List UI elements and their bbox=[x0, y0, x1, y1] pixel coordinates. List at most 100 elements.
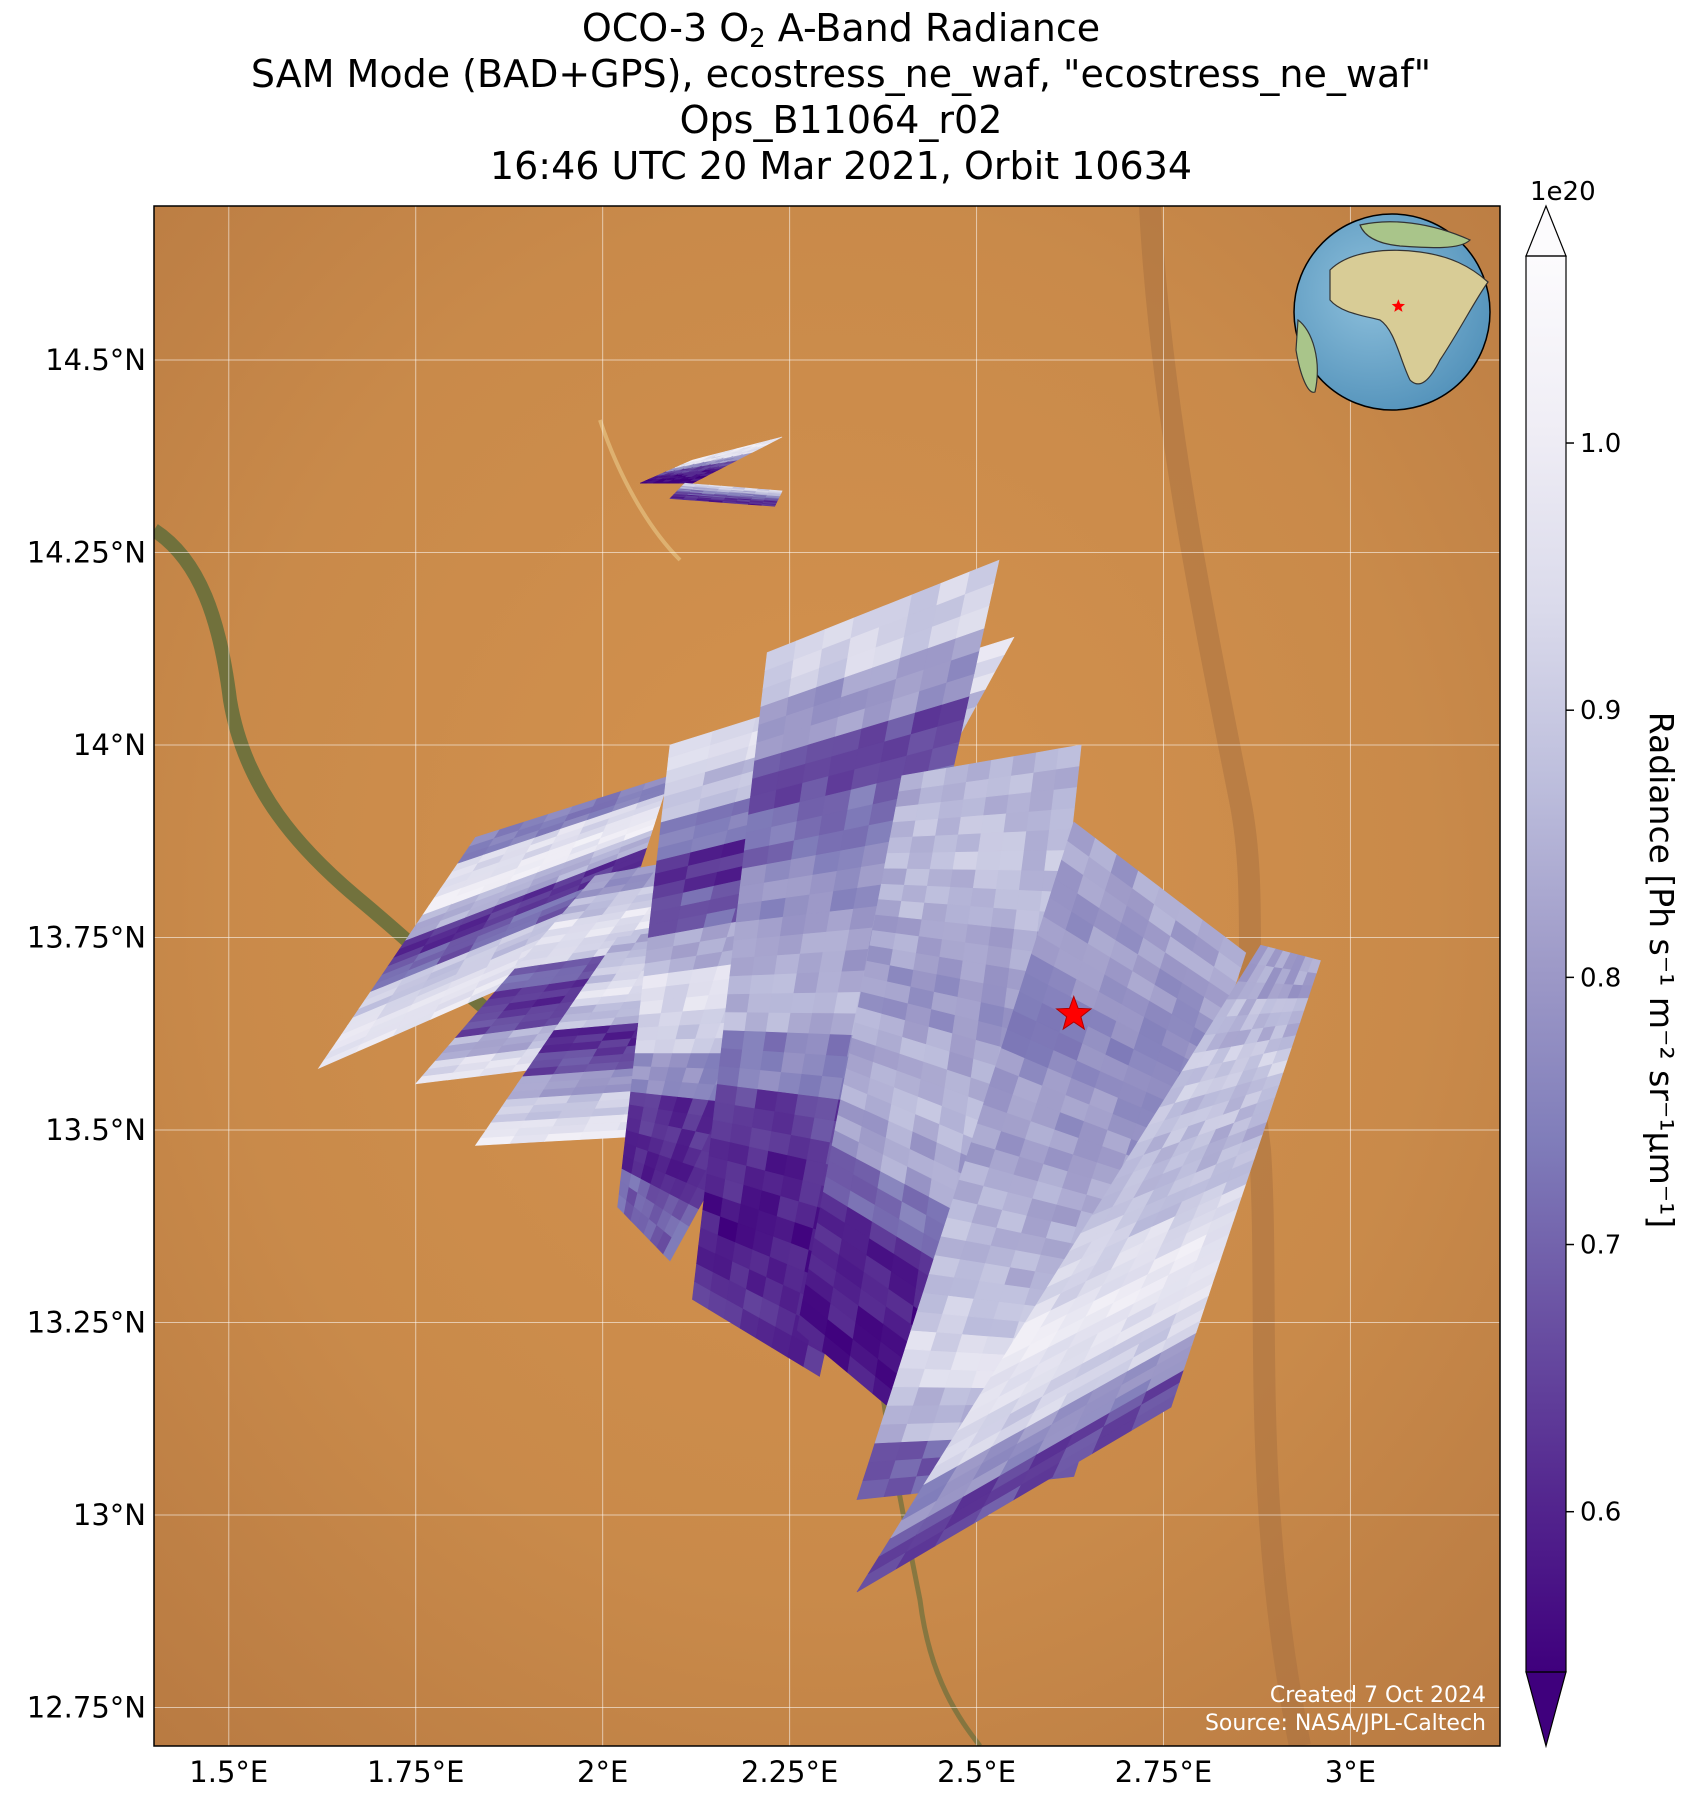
swath-cell bbox=[636, 1025, 660, 1041]
globe-africa bbox=[1329, 249, 1489, 385]
swath-cell bbox=[1028, 789, 1055, 812]
swath-cell bbox=[1018, 869, 1045, 892]
swath-cell bbox=[869, 929, 897, 950]
colorbar-label: Radiance [Ph s⁻¹ m⁻² sr⁻¹µm⁻¹] bbox=[1642, 712, 1681, 1228]
swath-cell bbox=[723, 1011, 748, 1032]
swath-cell bbox=[754, 1088, 779, 1112]
swath-cell bbox=[760, 1050, 785, 1073]
swath-cell bbox=[952, 850, 979, 870]
swath-cell bbox=[725, 993, 751, 1013]
swath-cell bbox=[819, 949, 847, 973]
colorbar-gradient bbox=[1526, 256, 1566, 1672]
swath-cell bbox=[729, 956, 756, 977]
swath-cell bbox=[751, 954, 778, 976]
swath-cell bbox=[808, 1012, 835, 1035]
swath-cell bbox=[912, 818, 939, 837]
swath-cell bbox=[631, 1065, 652, 1081]
credit-created: Created 7 Oct 2024 bbox=[1270, 1683, 1486, 1708]
swath-cell bbox=[790, 992, 817, 1014]
swath-cell bbox=[889, 819, 917, 838]
swath-cell bbox=[733, 919, 760, 941]
lon-tick-label: 2.75°E bbox=[1115, 1755, 1212, 1789]
river-valley-east bbox=[1139, 206, 1311, 1746]
swath-cell bbox=[801, 1053, 827, 1077]
lat-tick-label: 14.25°N bbox=[27, 536, 146, 570]
swath-cell bbox=[1051, 786, 1078, 810]
swath-cell bbox=[964, 559, 1000, 595]
swath-cell bbox=[833, 991, 861, 1014]
map-panel[interactable]: 1.5°E 1.75°E 2°E 2.25°E 2.5°E 2.75°E 3°E 14.5°… bbox=[27, 205, 1501, 1789]
swath-cell bbox=[756, 916, 784, 939]
swath-cell bbox=[628, 1091, 647, 1107]
swath-cell bbox=[716, 1065, 741, 1087]
swath-cell bbox=[1021, 849, 1048, 871]
swath-cell bbox=[990, 907, 1018, 930]
swath-cell bbox=[803, 910, 831, 934]
globe-south-america bbox=[1295, 318, 1318, 393]
swath-cell bbox=[812, 991, 839, 1014]
swath-cell bbox=[787, 1012, 813, 1034]
swath-cell bbox=[774, 953, 801, 975]
swath-cell bbox=[637, 1012, 662, 1028]
swath-cell bbox=[985, 944, 1013, 969]
swath-cell bbox=[769, 489, 783, 493]
swath-cell bbox=[915, 801, 942, 821]
swath-cell bbox=[627, 1103, 645, 1121]
swath-cell bbox=[794, 1093, 819, 1118]
swath-cell bbox=[993, 888, 1020, 910]
swath-cell bbox=[739, 1048, 764, 1071]
swath-cell bbox=[980, 812, 1007, 834]
swath-cell bbox=[995, 869, 1023, 891]
swath-cell bbox=[766, 436, 783, 443]
swath-cell bbox=[774, 1091, 799, 1115]
lon-tick-label: 2.5°E bbox=[937, 1755, 1016, 1789]
swath-cell bbox=[771, 972, 798, 994]
swath-cell bbox=[634, 1039, 657, 1054]
swath-cell bbox=[983, 963, 1010, 988]
colorbar-tick-label: 0.6 bbox=[1580, 1498, 1621, 1528]
swath-cell bbox=[1023, 829, 1050, 851]
swath-cell bbox=[878, 883, 905, 902]
swath-cell bbox=[904, 868, 931, 886]
swath-cell bbox=[1307, 958, 1321, 974]
swath-cell bbox=[805, 1032, 831, 1056]
target-star-icon[interactable] bbox=[1055, 995, 1093, 1031]
swath-cell bbox=[947, 886, 974, 907]
swath-cell bbox=[975, 850, 1002, 871]
swath-cell bbox=[970, 887, 997, 908]
credit-source: Source: NASA/JPL-Caltech bbox=[1205, 1711, 1486, 1736]
swath-cell bbox=[932, 833, 959, 853]
swath-cell bbox=[1056, 744, 1082, 770]
swath-8 bbox=[856, 944, 1321, 1593]
swath-cell bbox=[918, 918, 946, 940]
globe-location-star-icon bbox=[1391, 299, 1405, 312]
swath-cell bbox=[958, 814, 985, 835]
swath-cell bbox=[633, 1052, 655, 1067]
swath-cell bbox=[727, 974, 753, 995]
swath-cell bbox=[751, 1107, 776, 1132]
swath-cell bbox=[965, 923, 992, 946]
lat-tick-label: 14°N bbox=[73, 728, 146, 762]
swath-cell bbox=[935, 816, 962, 836]
swath-cell bbox=[768, 1130, 792, 1156]
swath-cell bbox=[881, 867, 908, 885]
swath-cell bbox=[1033, 748, 1060, 773]
swath-cell bbox=[630, 1078, 650, 1094]
colorbar-extend-top bbox=[1525, 204, 1567, 257]
swath-cell bbox=[658, 1010, 684, 1027]
swath-cell bbox=[749, 1126, 773, 1152]
latitude-tick-labels: 14.5°N 14.25°N 14°N 13.75°N 13.5°N 13.25°N 13°… bbox=[27, 343, 146, 1725]
swath-cell bbox=[754, 935, 781, 957]
swath-cell bbox=[737, 1067, 761, 1090]
swath-cell bbox=[1011, 752, 1037, 776]
lat-tick-label: 14.5°N bbox=[45, 343, 146, 377]
swath-cell bbox=[916, 935, 943, 957]
longitude-tick-labels: 1.5°E 1.75°E 2°E 2.25°E 2.5°E 2.75°E 3°E bbox=[189, 1755, 1376, 1789]
wadi-north bbox=[598, 419, 682, 562]
colorbar-extend-bottom bbox=[1525, 1671, 1567, 1749]
swath-cell bbox=[799, 931, 827, 954]
title-line-3: Ops_B11064_r02 bbox=[679, 98, 1003, 142]
globe-europe bbox=[1359, 221, 1472, 249]
swath-cell bbox=[978, 831, 1005, 852]
lat-tick-label: 12.75°N bbox=[27, 1691, 146, 1725]
